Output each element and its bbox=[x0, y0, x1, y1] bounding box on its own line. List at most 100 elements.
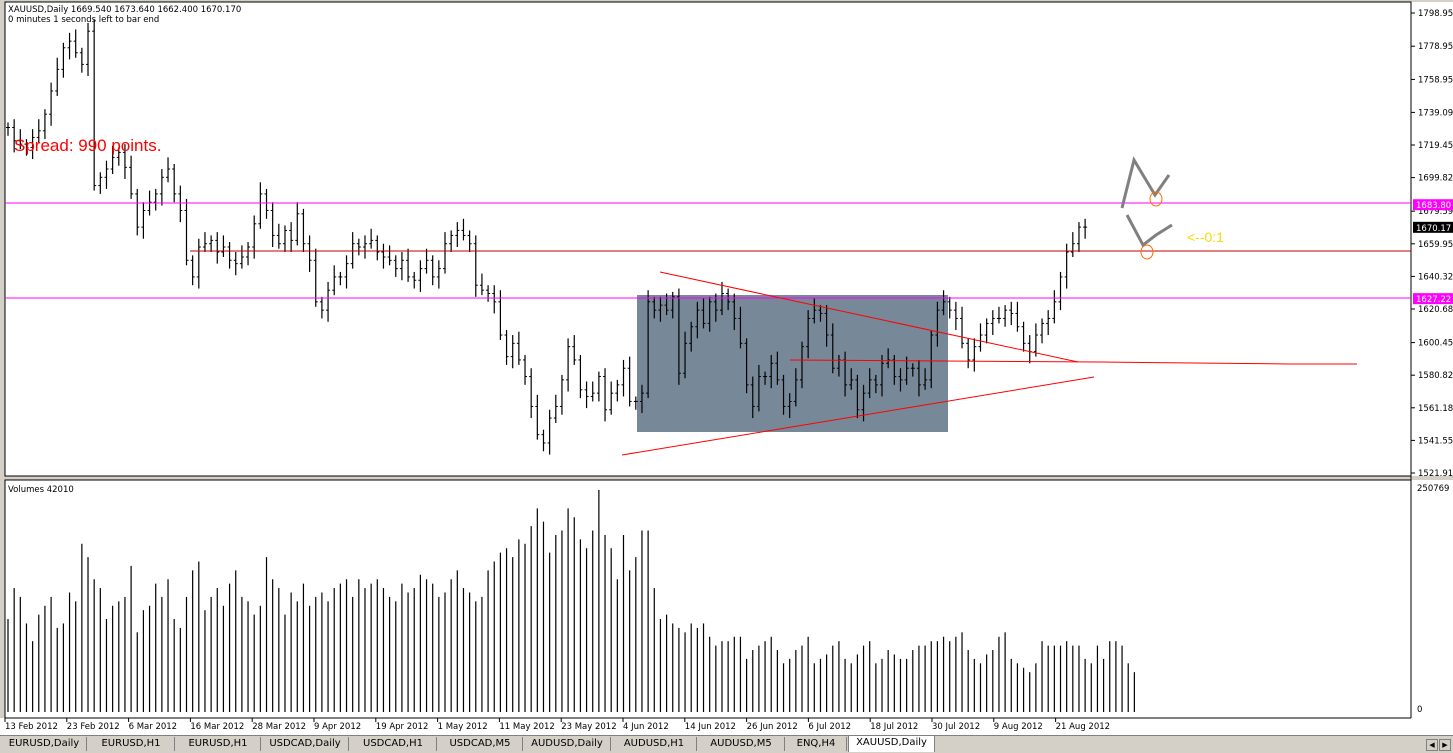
date-tick-label: 11 May 2012 bbox=[499, 722, 554, 732]
projection-zigzag-upper[interactable] bbox=[1120, 156, 1171, 209]
price-bar bbox=[184, 198, 189, 266]
tab-usdcad-daily[interactable]: USDCAD,Daily bbox=[262, 737, 349, 751]
price-tick-label: 1798.95 bbox=[1418, 9, 1453, 19]
tab-xauusd-daily[interactable]: XAUUSD,Daily bbox=[848, 736, 935, 752]
date-tick-label: 6 Jul 2012 bbox=[808, 722, 851, 732]
volume-panel bbox=[4, 479, 1412, 719]
consolidation-box[interactable] bbox=[637, 295, 948, 432]
price-bar bbox=[178, 185, 183, 223]
price-bar bbox=[270, 202, 275, 248]
mid-trendline[interactable] bbox=[789, 359, 1357, 365]
price-bar bbox=[461, 218, 466, 241]
price-bar bbox=[159, 168, 164, 206]
date-tick-label: 6 Mar 2012 bbox=[129, 722, 177, 732]
price-bar bbox=[258, 182, 263, 229]
price-bar bbox=[775, 351, 780, 385]
price-bar bbox=[689, 321, 694, 352]
price-axis-markers: 1683.80 1670.17 1627.22 bbox=[1413, 199, 1453, 305]
price-bar bbox=[547, 409, 552, 455]
price-marker-label: 1683.80 bbox=[1416, 201, 1451, 211]
price-bar bbox=[369, 228, 374, 249]
price-bar bbox=[227, 242, 232, 269]
price-tick-label: 1739.09 bbox=[1418, 108, 1453, 118]
price-bar bbox=[756, 364, 761, 412]
price-bars bbox=[6, 19, 1088, 455]
price-bar bbox=[153, 188, 158, 211]
date-tick-label: 18 Jul 2012 bbox=[870, 722, 918, 732]
chart-canvas[interactable]: Spread: 990 points. <--0:1 XAUUSD,Daily … bbox=[0, 0, 1453, 735]
price-bar bbox=[98, 172, 103, 194]
price-bar bbox=[116, 147, 121, 166]
date-tick-label: 28 Mar 2012 bbox=[252, 722, 306, 732]
tab-enq-h4[interactable]: ENQ,H4 bbox=[786, 737, 847, 751]
price-bar bbox=[719, 281, 724, 316]
price-bar bbox=[596, 371, 601, 402]
price-bar bbox=[849, 368, 854, 390]
price-bar bbox=[498, 290, 503, 341]
price-bar bbox=[202, 232, 207, 253]
price-bar bbox=[923, 368, 928, 390]
price-bar bbox=[695, 301, 700, 339]
price-bar bbox=[190, 255, 195, 286]
price-bar bbox=[295, 202, 300, 246]
price-bar bbox=[326, 281, 331, 322]
price-bar bbox=[1009, 301, 1014, 326]
price-bar bbox=[104, 160, 109, 189]
tab-audusd-m5[interactable]: AUDUSD,M5 bbox=[698, 737, 785, 751]
price-bar bbox=[486, 285, 491, 302]
price-bar bbox=[935, 301, 940, 347]
price-bar bbox=[683, 331, 688, 379]
tab-usdcad-m5[interactable]: USDCAD,M5 bbox=[438, 737, 523, 751]
price-bar bbox=[492, 285, 497, 314]
price-bar bbox=[412, 271, 417, 289]
price-bar bbox=[806, 310, 811, 359]
volume-max-label: 250769 bbox=[1417, 484, 1449, 494]
tab-usdcad-h1[interactable]: USDCAD,H1 bbox=[350, 737, 437, 751]
date-axis-panel bbox=[0, 718, 1453, 735]
price-marker: 1670.17 bbox=[1413, 221, 1453, 234]
date-axis-labels: 13 Feb 2012 23 Feb 2012 6 Mar 2012 16 Mar 2… bbox=[4, 718, 1110, 732]
price-bar bbox=[92, 19, 97, 191]
price-bar bbox=[350, 232, 355, 269]
price-bar bbox=[898, 368, 903, 392]
lower-trendline[interactable] bbox=[621, 376, 1095, 456]
price-bar bbox=[529, 368, 534, 419]
price-tick-label: 1679.59 bbox=[1418, 207, 1453, 217]
price-bar bbox=[418, 260, 423, 292]
price-bar bbox=[892, 354, 897, 385]
price-bar bbox=[670, 291, 675, 319]
price-bar bbox=[960, 306, 965, 349]
price-marker: 1683.80 bbox=[1413, 199, 1453, 211]
tab-scroll-left-icon[interactable]: ◀ bbox=[1426, 739, 1438, 751]
price-bar bbox=[196, 238, 201, 289]
price-bar bbox=[516, 331, 521, 365]
tab-audusd-daily[interactable]: AUDUSD,Daily bbox=[524, 737, 611, 751]
date-tick-label: 4 Jun 2012 bbox=[623, 722, 669, 732]
price-bar bbox=[566, 338, 571, 392]
price-bar bbox=[467, 230, 472, 253]
volume-axis-panel bbox=[1411, 480, 1453, 718]
tab-scroll-right-icon[interactable]: ▶ bbox=[1439, 739, 1451, 751]
price-marker-bg bbox=[1413, 221, 1453, 233]
upper-trendline[interactable] bbox=[659, 271, 1079, 363]
price-tick-label: 1521.91 bbox=[1418, 469, 1453, 479]
spread-annotation: Spread: 990 points. bbox=[14, 136, 161, 155]
price-bar bbox=[886, 348, 891, 369]
price-bar bbox=[873, 374, 878, 394]
tab-audusd-h1[interactable]: AUDUSD,H1 bbox=[612, 737, 697, 751]
tab-eurusd-h1[interactable]: EURUSD,H1 bbox=[88, 737, 175, 751]
tab-eurusd-daily[interactable]: EURUSD,Daily bbox=[2, 737, 87, 751]
price-bar bbox=[49, 82, 54, 126]
projection-zigzag-lower[interactable] bbox=[1125, 214, 1173, 248]
price-bar bbox=[639, 384, 644, 414]
tab-eurusd-h1[interactable]: EURUSD,H1 bbox=[176, 737, 261, 751]
price-bar bbox=[239, 245, 244, 269]
price-bar bbox=[953, 301, 958, 331]
price-bar bbox=[12, 119, 17, 153]
price-tick-label: 1719.45 bbox=[1418, 141, 1453, 151]
price-bar bbox=[578, 354, 583, 399]
price-bar bbox=[301, 208, 306, 253]
price-bar bbox=[615, 379, 620, 402]
price-bar bbox=[910, 363, 915, 377]
date-tick-label: 1 May 2012 bbox=[438, 722, 488, 732]
